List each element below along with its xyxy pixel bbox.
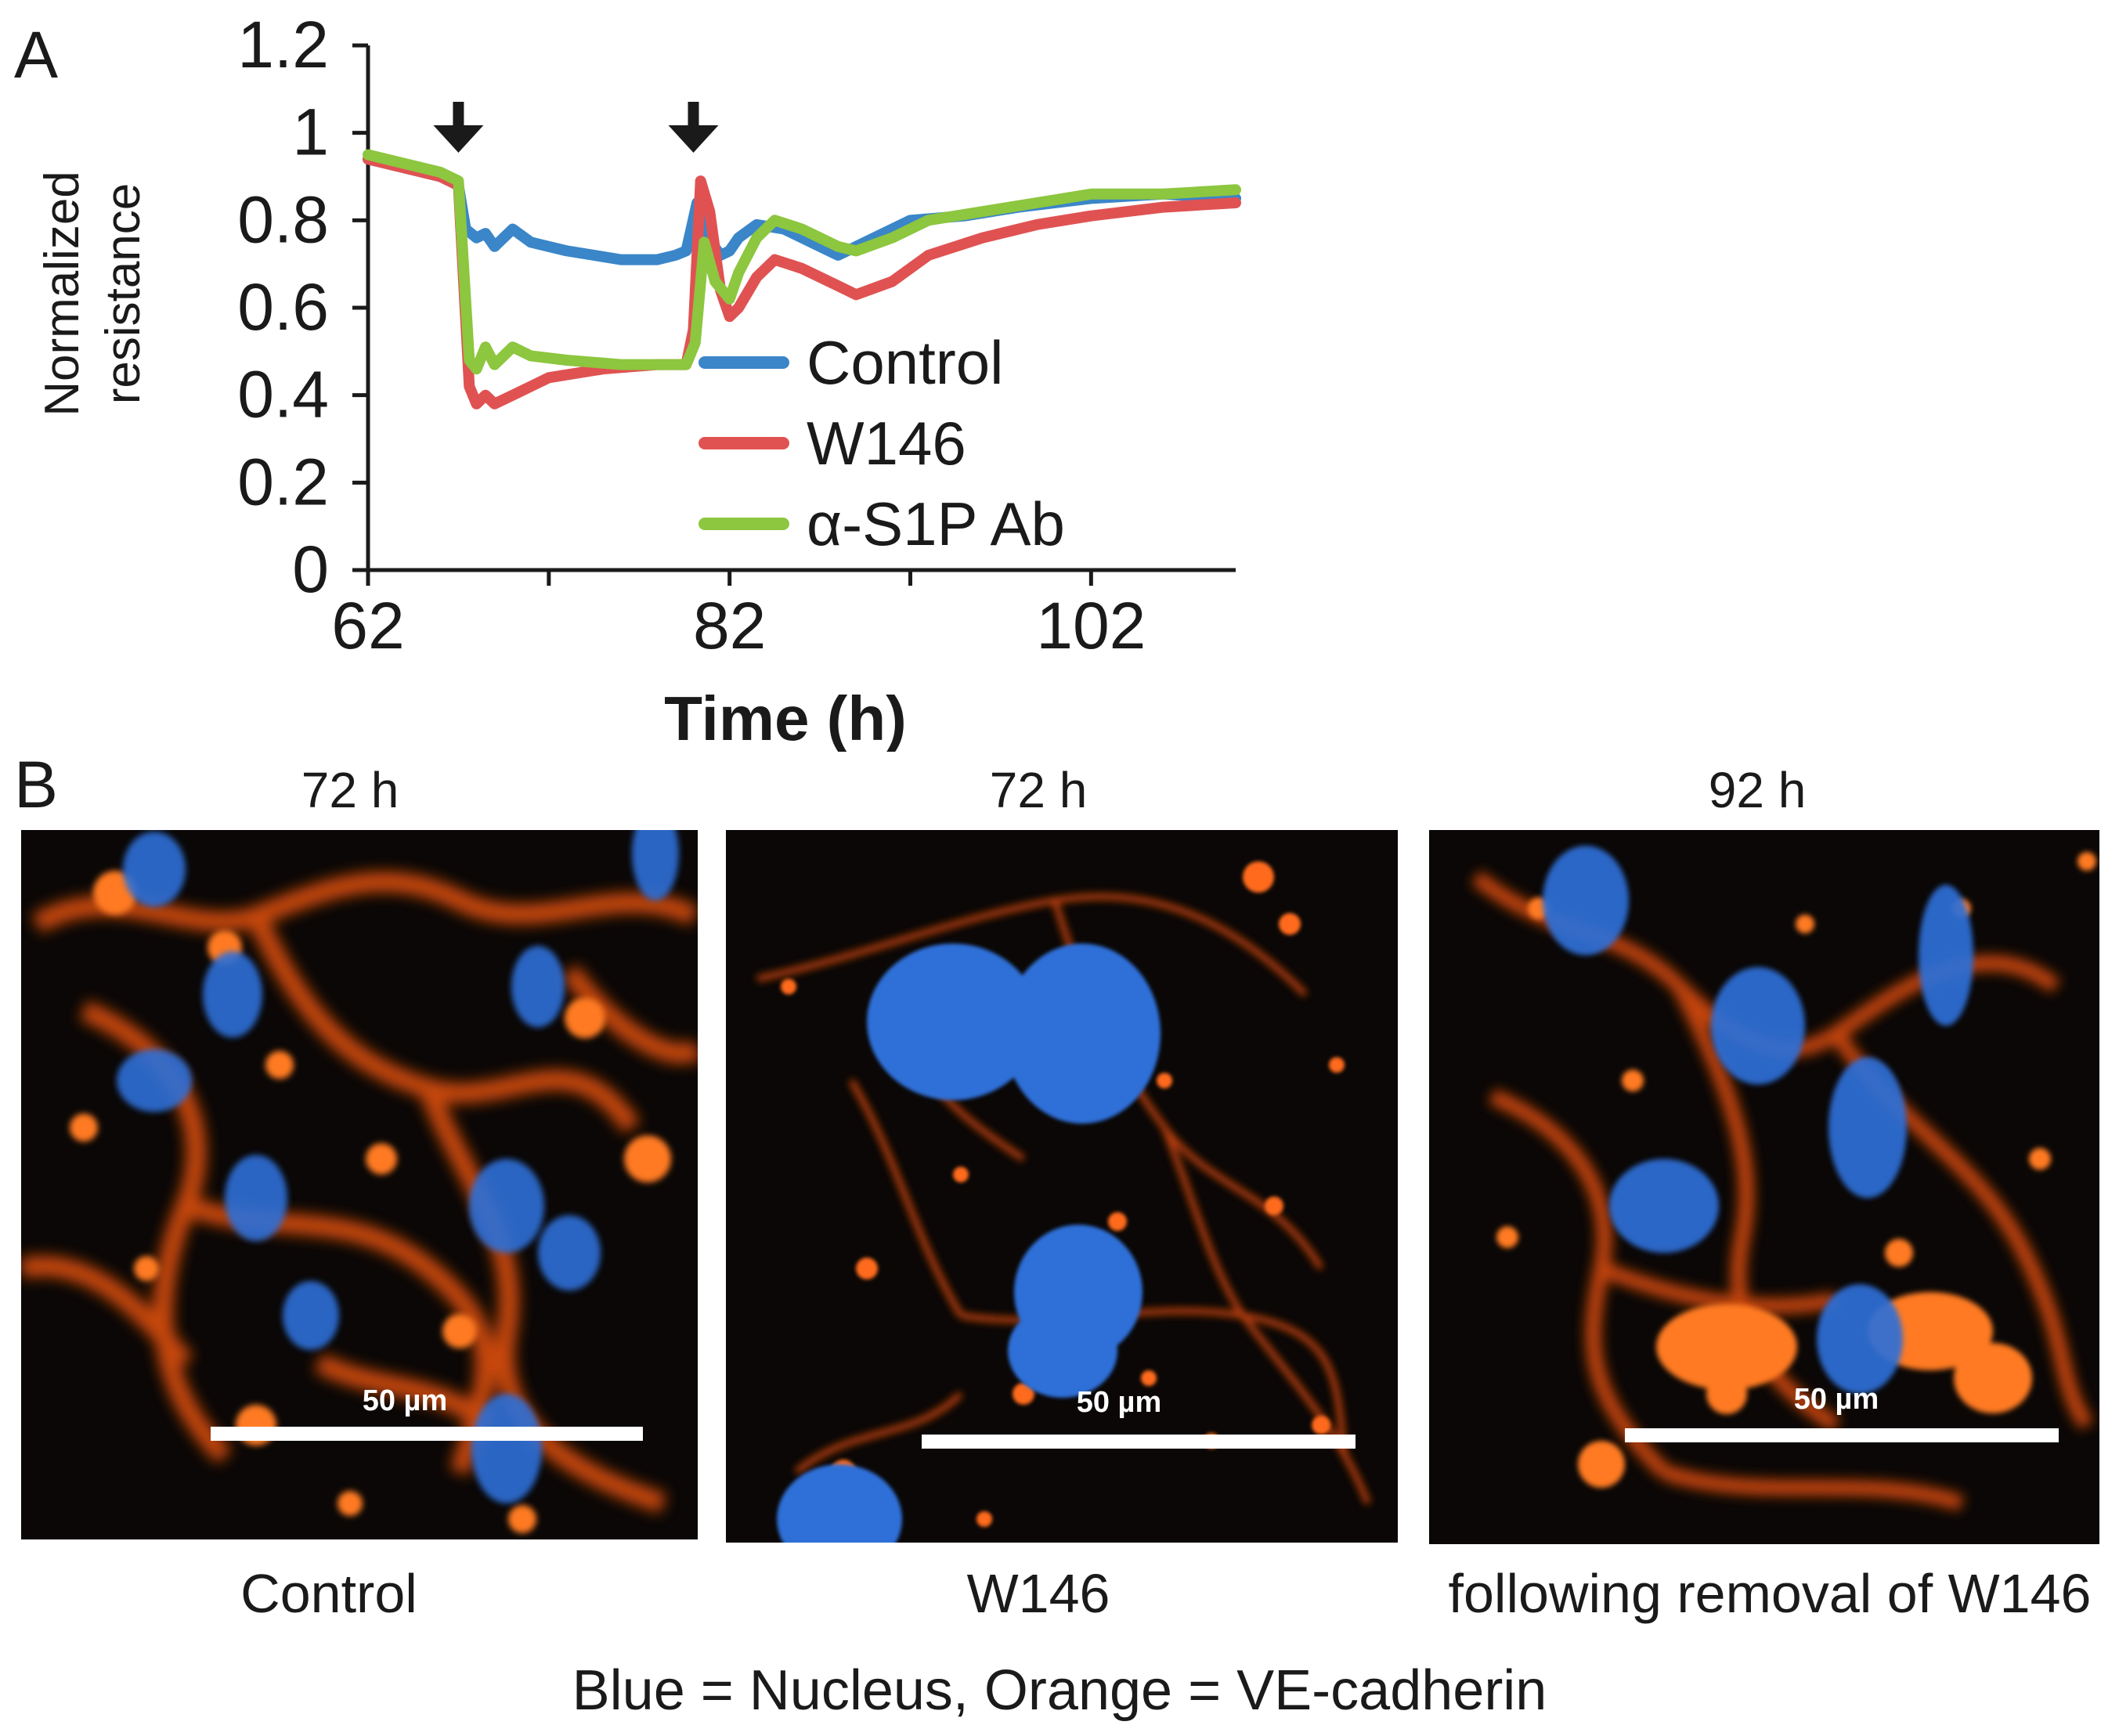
down-arrow-shaft xyxy=(688,102,699,128)
series-line-3 xyxy=(363,149,1241,375)
y-axis-label-line: resistance xyxy=(96,183,150,405)
y-tick-label: 0.6 xyxy=(237,270,329,344)
x-tick-label: 62 xyxy=(331,589,404,662)
chart-legend: Control W146 α-S1P Ab xyxy=(699,328,1065,558)
scale-label-control: 50 µm xyxy=(362,1384,448,1417)
micrograph-time-w146: 72 h xyxy=(989,762,1088,818)
legend-label: W146 xyxy=(807,409,966,478)
x-tick-labels: 62 82 102 xyxy=(331,589,1146,662)
down-arrow-shaft xyxy=(453,102,464,128)
y-tick-labels: 0 0.2 0.4 0.6 0.8 1 1.2 xyxy=(237,8,329,606)
micrograph-w146: 50 µm xyxy=(726,830,1398,1543)
x-tick-label: 82 xyxy=(693,589,766,662)
series-line-2 xyxy=(363,153,1241,410)
micrograph-caption-control: Control xyxy=(240,1563,417,1624)
y-tick-label: 0 xyxy=(292,532,329,606)
x-tick-label: 102 xyxy=(1036,589,1146,662)
scale-bar-removal xyxy=(1625,1428,2059,1442)
y-axis-label: Normalized resistance xyxy=(35,171,150,417)
color-key-legend: Blue = Nucleus, Orange = VE-cadherin xyxy=(572,1659,1547,1722)
y-tick-label: 1.2 xyxy=(237,8,329,81)
micrograph-time-removal: 92 h xyxy=(1708,762,1807,818)
legend-label: Control xyxy=(807,328,1003,397)
panel-b-letter: B xyxy=(14,748,59,821)
micrograph-caption-removal: following removal of W146 xyxy=(1448,1563,2092,1624)
panel-a-letter: A xyxy=(14,18,59,92)
micrograph-removal-image xyxy=(1471,846,2096,1511)
y-tick-label: 1 xyxy=(292,96,329,169)
y-tick-label: 0.8 xyxy=(237,182,329,256)
x-axis-label: Time (h) xyxy=(664,684,907,752)
scale-bar-w146 xyxy=(922,1435,1356,1449)
resistance-line-chart: Normalized resistance 0 0.2 0.4 0.6 0.8 1 1.2 6… xyxy=(35,8,1241,752)
legend-label: α-S1P Ab xyxy=(807,489,1065,558)
down-arrow-head xyxy=(668,125,719,153)
micrograph-w146-image xyxy=(756,861,1371,1543)
y-tick-label: 0.4 xyxy=(237,358,329,431)
micrograph-control-image xyxy=(21,830,698,1533)
down-arrow-head xyxy=(433,125,484,153)
micrograph-control: 50 µm xyxy=(21,830,698,1539)
y-axis-label-line: Normalized xyxy=(35,171,89,417)
micrograph-time-control: 72 h xyxy=(301,762,399,818)
chart-series xyxy=(363,149,1241,410)
micrograph-removal: 50 µm xyxy=(1429,830,2099,1544)
treatment-arrows xyxy=(433,102,719,153)
scale-label-removal: 50 µm xyxy=(1793,1383,1879,1416)
scale-bar-control xyxy=(211,1427,643,1441)
scale-label-w146: 50 µm xyxy=(1076,1386,1162,1419)
micrograph-caption-w146: W146 xyxy=(966,1563,1110,1624)
y-tick-label: 0.2 xyxy=(237,445,329,518)
chart-axes xyxy=(352,43,1236,586)
